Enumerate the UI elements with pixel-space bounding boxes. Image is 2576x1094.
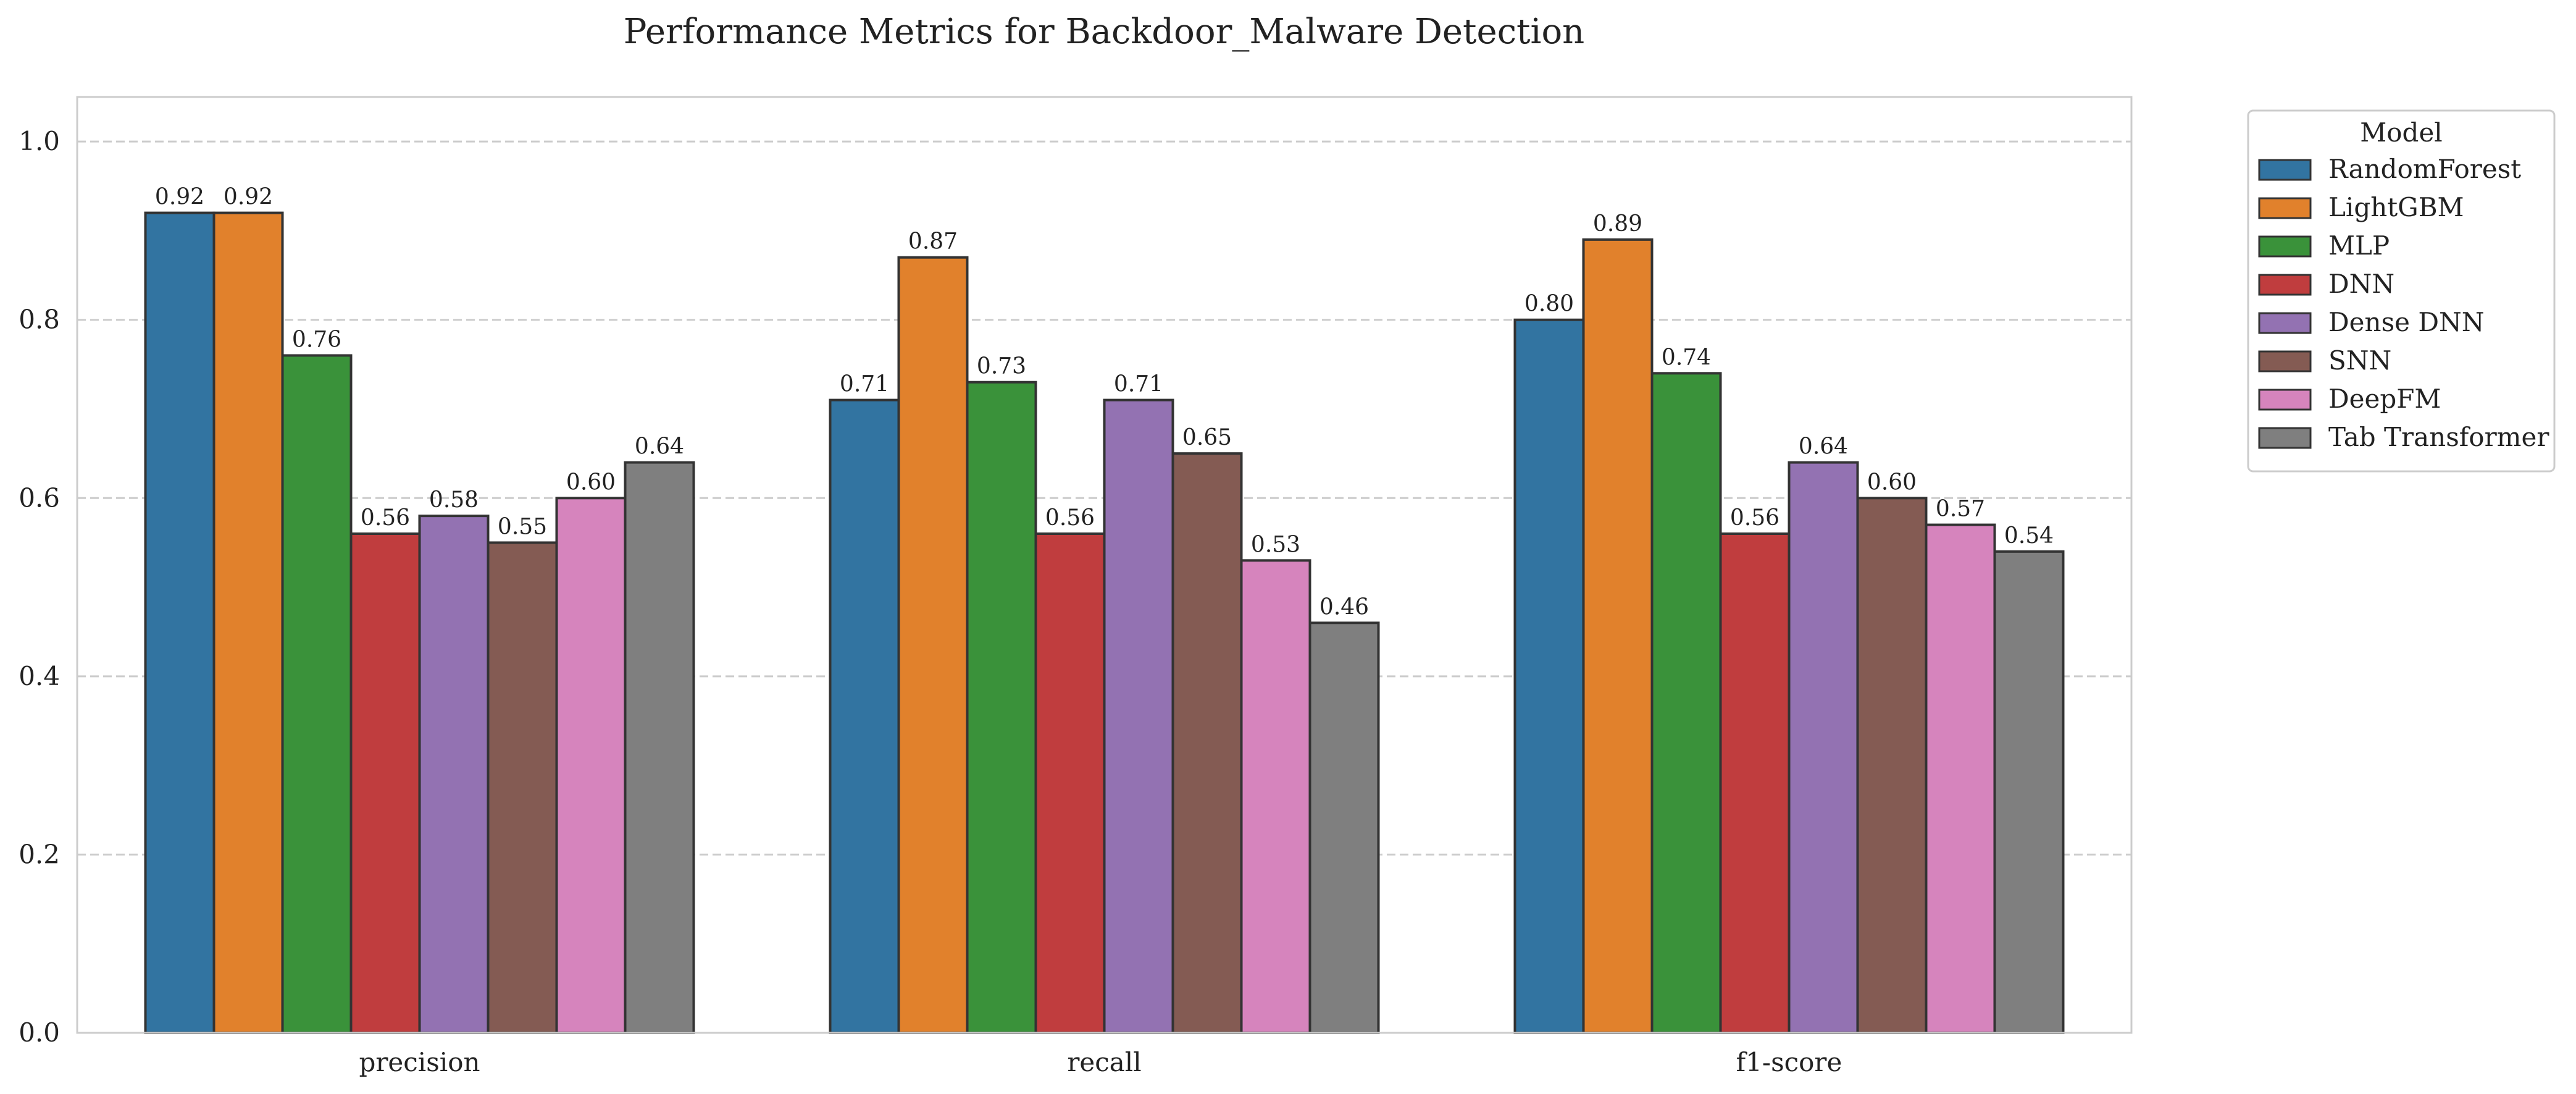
legend-swatch-mlp [2258,235,2312,258]
x-tick-label: recall [1067,1047,1141,1077]
legend-swatch-dnn [2258,274,2312,296]
legend-swatch-snn [2258,350,2312,372]
value-label: 0.64 [1799,434,1848,460]
value-label: 0.55 [498,514,547,539]
value-label: 0.60 [566,469,616,495]
legend-label-randomforest: RandomForest [2328,154,2521,184]
bar-snn-precision [487,541,558,1034]
legend-swatch-randomforest [2258,159,2312,181]
value-label: 0.54 [2004,523,2054,549]
value-label: 0.60 [1867,469,1917,495]
bar-dnn-f1-score [1719,532,1791,1034]
y-tick-label: 0.6 [19,482,60,513]
value-label: 0.46 [1319,594,1369,620]
y-tick-label: 0.4 [19,661,60,691]
bar-tab-transformer-recall [1308,621,1380,1034]
y-tick-label: 0.2 [19,839,60,869]
legend-label-dense-dnn: Dense DNN [2328,307,2485,337]
bar-tab-transformer-precision [624,461,695,1034]
value-label: 0.65 [1182,425,1232,450]
legend: Model RandomForest LightGBM MLP DNN Dense DNN… [2247,109,2556,473]
value-label: 0.87 [908,229,958,255]
value-label: 0.71 [840,372,889,397]
bar-lightgbm-precision [212,211,284,1035]
value-label: 0.58 [429,487,479,513]
bar-deepfm-precision [555,497,627,1034]
value-label: 0.89 [1593,211,1642,237]
bar-dnn-recall [1034,532,1106,1034]
legend-label-tab-transformer: Tab Transformer [2328,422,2549,452]
x-tick-label: f1-score [1736,1047,1842,1077]
bar-snn-f1-score [1856,497,1928,1034]
value-label: 0.71 [1114,372,1163,397]
legend-label-snn: SNN [2328,345,2391,376]
bar-mlp-recall [966,381,1037,1035]
bar-deepfm-f1-score [1925,523,1996,1034]
value-label: 0.56 [1730,505,1779,531]
value-label: 0.53 [1251,532,1300,557]
bar-lightgbm-recall [897,256,969,1035]
bar-dense-dnn-recall [1103,398,1174,1034]
legend-label-deepfm: DeepFM [2328,384,2441,414]
bar-dense-dnn-f1-score [1788,461,1859,1034]
y-tick-label: 0.8 [19,305,60,335]
legend-title: Model [2360,117,2442,148]
value-label: 0.92 [155,185,204,210]
y-axis-ticks: 0.0 0.2 0.4 0.6 0.8 1.0 [19,126,60,1048]
y-tick-label: 0.0 [19,1017,60,1048]
bars [144,211,2065,1035]
bar-randomforest-f1-score [1513,318,1585,1035]
bar-randomforest-precision [144,211,215,1035]
value-label: 0.56 [1045,505,1095,531]
value-label: 0.80 [1524,292,1574,317]
value-label: 0.74 [1662,345,1711,370]
bar-randomforest-recall [829,398,900,1034]
legend-swatch-tab-transformer [2258,427,2312,449]
bar-deepfm-recall [1240,559,1311,1034]
legend-swatch-deepfm [2258,389,2312,411]
value-label: 0.64 [635,434,684,460]
bar-mlp-precision [281,354,353,1034]
x-tick-label: precision [359,1047,480,1077]
legend-swatch-lightgbm [2258,197,2312,219]
legend-label-dnn: DNN [2328,269,2394,299]
legend-box [2247,109,2556,473]
value-label: 0.57 [1936,497,1985,522]
y-tick-label: 1.0 [19,126,60,156]
legend-label-mlp: MLP [2328,230,2390,261]
value-label: 0.56 [361,505,410,531]
value-label: 0.76 [292,327,341,352]
bar-tab-transformer-f1-score [1993,550,2065,1034]
legend-swatch-dense-dnn [2258,312,2312,334]
bar-snn-recall [1171,452,1243,1034]
value-label: 0.92 [224,185,273,210]
bar-dnn-precision [349,532,421,1034]
legend-label-lightgbm: LightGBM [2328,192,2464,222]
bar-mlp-f1-score [1650,372,1722,1034]
chart-title: Performance Metrics for Backdoor_Malware… [624,12,1585,52]
value-labels: 0.92 0.92 0.76 0.56 0.58 0.55 0.60 0.64 0.71 0.87… [155,185,2054,620]
plot-frame [76,96,2133,1034]
bar-dense-dnn-precision [418,515,490,1034]
value-label: 0.73 [977,354,1026,379]
x-axis-ticks: precision recall f1-score [359,1047,1842,1077]
bar-lightgbm-f1-score [1582,238,1654,1034]
